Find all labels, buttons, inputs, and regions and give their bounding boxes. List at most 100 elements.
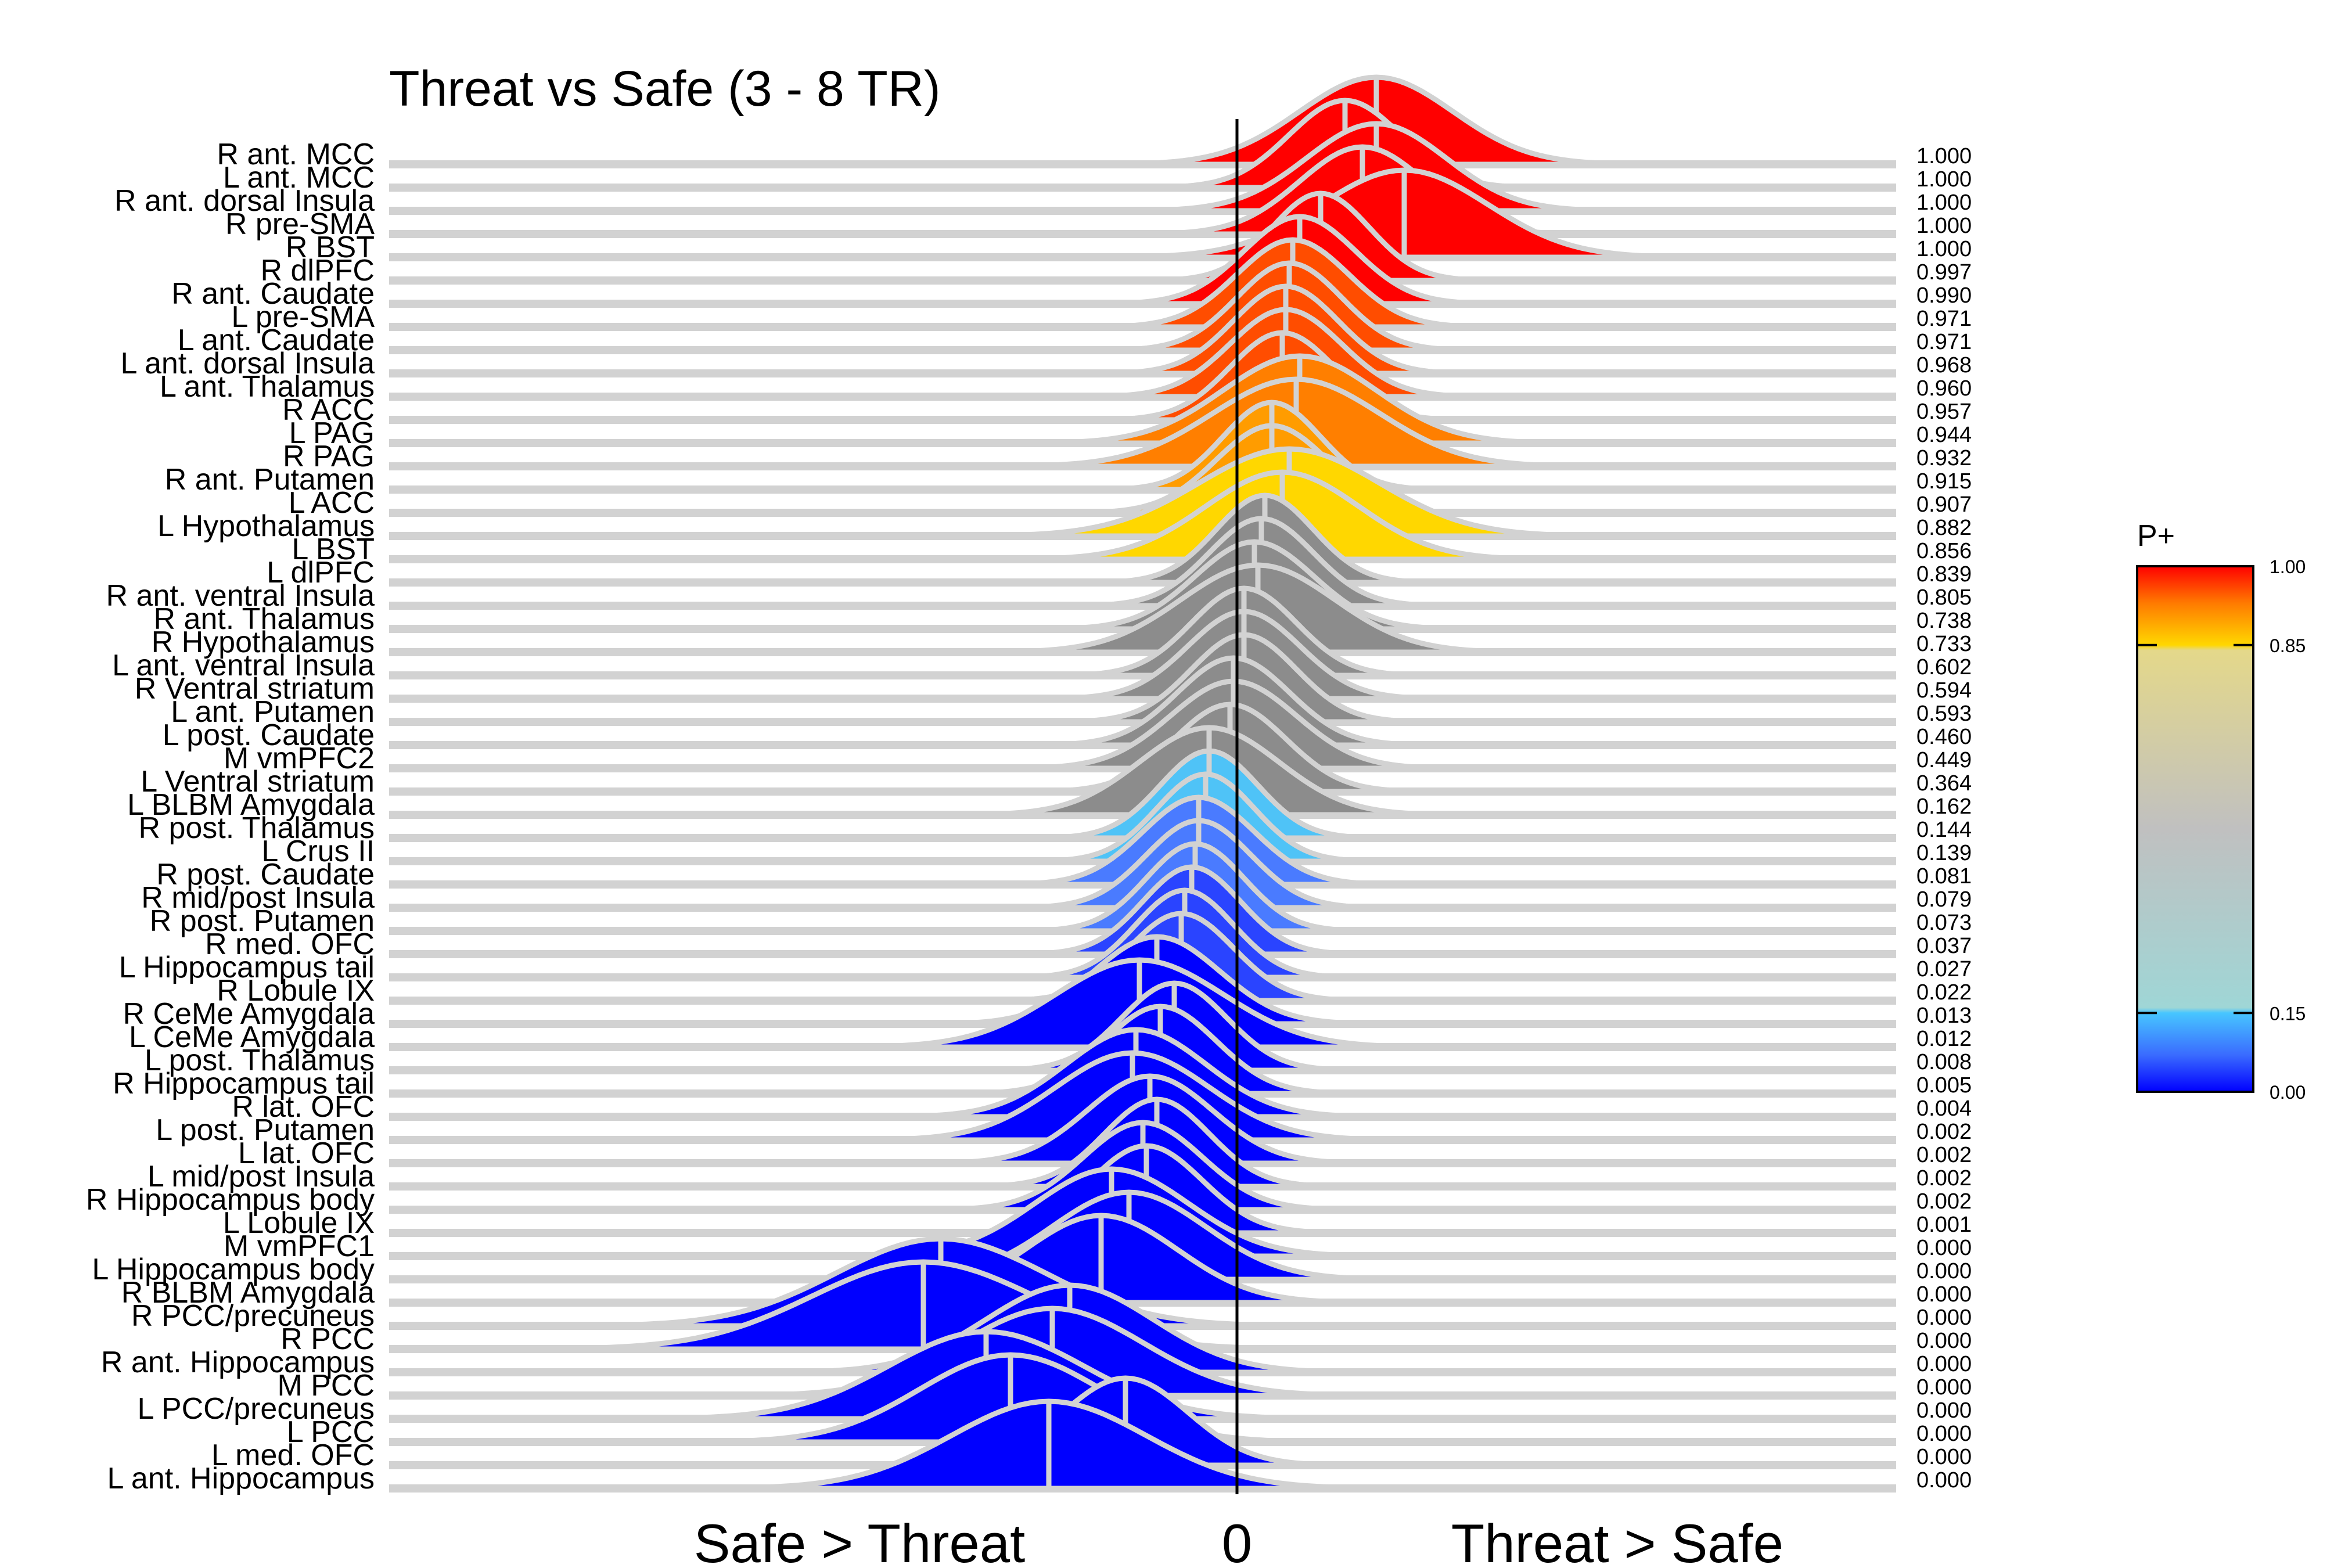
p-value-label: 0.907: [1916, 492, 1972, 517]
p-value-label: 1.000: [1916, 190, 1972, 215]
region-label: R ant. ventral Insula: [106, 579, 375, 613]
p-value-label: 0.460: [1916, 725, 1972, 749]
p-value-label: 0.000: [1916, 1282, 1972, 1307]
p-value-label: 0.000: [1916, 1422, 1972, 1446]
region-label: R PCC/precuneus: [131, 1299, 375, 1333]
region-label: R post. Thalamus: [138, 811, 375, 845]
p-value-label: 0.449: [1916, 748, 1972, 772]
region-label: R PCC: [280, 1322, 375, 1356]
p-value-label: 0.012: [1916, 1027, 1972, 1051]
region-label: R ant. MCC: [217, 138, 375, 171]
region-label: R ant. Putamen: [165, 463, 375, 497]
p-value-label: 0.738: [1916, 609, 1972, 633]
p-value-label: 0.162: [1916, 794, 1972, 819]
p-value-label: 1.000: [1916, 144, 1972, 168]
region-label: L ant. Thalamus: [160, 370, 375, 404]
region-label: L Lobule IX: [223, 1206, 375, 1240]
p-value-label: 0.932: [1916, 446, 1972, 470]
p-value-label: 0.144: [1916, 818, 1972, 842]
p-value-label: 0.139: [1916, 841, 1972, 865]
region-label: L pre-SMA: [231, 300, 375, 334]
p-value-label: 0.081: [1916, 864, 1972, 889]
region-label: R Hippocampus tail: [113, 1067, 375, 1101]
region-label: R ACC: [282, 393, 375, 427]
region-label: L BST: [292, 533, 375, 566]
region-label: L PCC/precuneus: [137, 1392, 375, 1426]
p-value-label: 0.594: [1916, 678, 1972, 703]
p-value-label: 0.027: [1916, 957, 1972, 981]
region-label: L BLBM Amygdala: [127, 788, 375, 822]
p-value-label: 0.000: [1916, 1306, 1972, 1330]
region-label: R dlPFC: [261, 254, 375, 287]
p-value-label: 0.022: [1916, 980, 1972, 1005]
legend-tick-label: 0.85: [2270, 635, 2306, 656]
p-value-label: 0.005: [1916, 1073, 1972, 1098]
region-label: R ant. dorsal Insula: [114, 184, 375, 218]
region-label: M vmPFC1: [224, 1229, 375, 1263]
p-value-label: 0.000: [1916, 1445, 1972, 1469]
p-value-label: 0.882: [1916, 516, 1972, 540]
x-right-label: Threat > Safe: [1451, 1513, 1783, 1568]
p-value-label: 0.001: [1916, 1213, 1972, 1237]
p-value-label: 0.002: [1916, 1166, 1972, 1191]
region-label: L Hypothalamus: [157, 509, 375, 543]
p-value-label: 0.008: [1916, 1050, 1972, 1074]
region-label: R pre-SMA: [225, 207, 375, 241]
region-label: R ant. Hippocampus: [101, 1346, 375, 1379]
p-value-label: 0.000: [1916, 1236, 1972, 1260]
p-value-label: 0.073: [1916, 911, 1972, 935]
region-label: L post. Putamen: [156, 1113, 375, 1147]
p-value-label: 1.000: [1916, 214, 1972, 238]
region-label: L ant. Putamen: [171, 695, 375, 729]
p-value-label: 0.002: [1916, 1189, 1972, 1214]
region-label: R PAG: [283, 440, 375, 473]
region-label: L CeMe Amygdala: [129, 1020, 375, 1054]
region-label: L mid/post Insula: [148, 1160, 375, 1193]
region-label: R CeMe Amygdala: [123, 997, 375, 1031]
legend-title: P+: [2137, 519, 2175, 553]
region-label: R lat. OFC: [232, 1090, 375, 1124]
region-label: R post. Caudate: [156, 858, 375, 891]
region-label: R ant. Thalamus: [153, 602, 375, 636]
x-left-label: Safe > Threat: [694, 1513, 1025, 1568]
p-value-label: 0.079: [1916, 887, 1972, 912]
p-value-label: 0.971: [1916, 307, 1972, 331]
legend-tick-label: 1.00: [2270, 556, 2306, 577]
region-label: M vmPFC2: [224, 742, 375, 775]
region-label: L ant. Caudate: [178, 323, 375, 357]
legend-tick-label: 0.00: [2270, 1082, 2306, 1103]
p-value-label: 0.013: [1916, 1004, 1972, 1028]
p-value-label: 0.037: [1916, 934, 1972, 958]
legend-tick-label: 0.15: [2270, 1003, 2306, 1024]
region-label: L post. Caudate: [163, 718, 375, 752]
region-label: L Crus II: [261, 835, 375, 868]
region-label: L ant. dorsal Insula: [121, 347, 375, 380]
x-zero-label: 0: [1222, 1513, 1252, 1568]
region-label: R med. OFC: [205, 927, 375, 961]
p-value-label: 0.957: [1916, 400, 1972, 424]
p-value-label: 0.968: [1916, 353, 1972, 377]
p-value-label: 0.602: [1916, 655, 1972, 679]
p-value-label: 0.000: [1916, 1352, 1972, 1376]
p-value-label: 0.002: [1916, 1120, 1972, 1144]
region-label: R Lobule IX: [217, 974, 375, 1008]
legend-colorbar: [2136, 565, 2254, 1093]
p-value-labels: 1.0001.0001.0001.0001.0000.9970.9900.971…: [1916, 144, 1972, 1493]
p-value-label: 0.000: [1916, 1329, 1972, 1353]
p-value-label: 0.004: [1916, 1096, 1972, 1121]
p-value-label: 0.944: [1916, 423, 1972, 447]
region-label: R BLBM Amygdala: [121, 1276, 375, 1310]
p-value-label: 0.856: [1916, 539, 1972, 563]
color-legend: P+ 1.00 0.85 0.15 0.00: [2136, 519, 2306, 1103]
p-value-label: 0.000: [1916, 1468, 1972, 1493]
p-value-label: 1.000: [1916, 237, 1972, 261]
region-label: L Ventral striatum: [141, 765, 375, 799]
p-value-label: 1.000: [1916, 167, 1972, 192]
region-label: L PCC: [287, 1415, 375, 1449]
region-label: R Ventral striatum: [135, 672, 375, 706]
region-label: L med. OFC: [211, 1438, 375, 1472]
region-label: R BST: [286, 231, 375, 264]
p-value-label: 0.971: [1916, 330, 1972, 354]
region-label: R Hippocampus body: [86, 1183, 375, 1217]
region-label: L PAG: [289, 416, 375, 450]
